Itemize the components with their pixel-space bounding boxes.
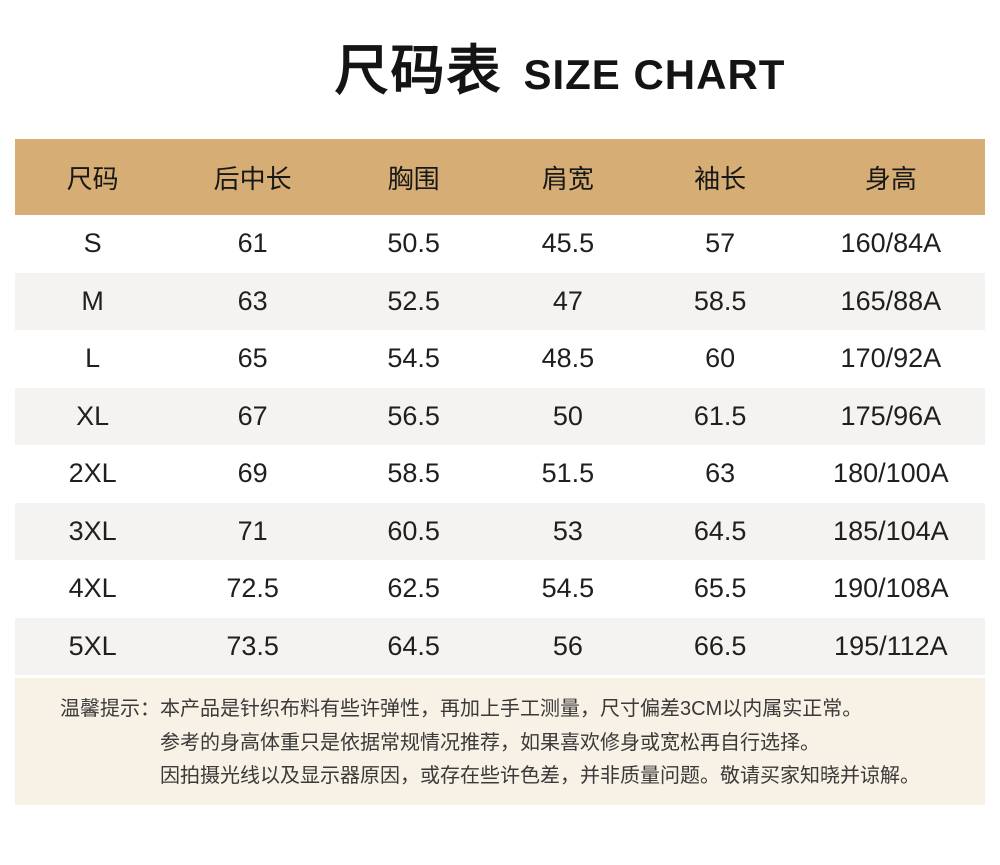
page-title: 尺码表 SIZE CHART [0,0,1000,105]
table-row-3XL: 3XL 71 60.5 53 64.5 185/104A [15,502,985,560]
cell-M-0: M [81,285,104,316]
cell-M-2: 52.5 [387,285,440,316]
cell-L-2: 54.5 [387,343,440,374]
table-row-5XL: 5XL 73.5 64.5 56 66.5 195/112A [15,617,985,675]
cell-XL-3: 50 [552,400,583,431]
cell-XL-2: 56.5 [387,400,440,431]
header-cell-3: 肩宽 [541,163,594,194]
table-header-row: 尺码 后中长 胸围 肩宽 袖长 身高 [15,139,985,215]
header-cell-4: 袖长 [694,163,747,194]
cell-XL-4: 61.5 [693,400,747,431]
note-line-3: 因拍摄光线以及显示器原因，或存在些许色差，并非质量问题。敬请买家知晓并谅解。 [160,765,920,787]
cell-3XL-3: 53 [552,515,583,546]
note-line-2: 参考的身高体重只是依据常规情况推荐，如果喜欢修身或宽松再自行选择。 [160,731,820,754]
cell-XL-0: XL [76,400,110,431]
cell-XL-1: 67 [237,400,268,431]
cell-S-2: 50.5 [387,228,440,259]
cell-4XL-5: 190/108A [833,573,949,604]
cell-M-3: 47 [552,285,583,316]
cell-5XL-1: 73.5 [226,630,279,661]
page-title-english: SIZE CHART [523,51,786,98]
page-title-chinese: 尺码表 [334,41,503,101]
cell-S-3: 45.5 [541,228,595,259]
cell-S-4: 57 [705,228,736,259]
table-row-2XL: 2XL 69 58.5 51.5 63 180/100A [15,445,985,503]
cell-2XL-4: 63 [705,458,736,489]
cell-3XL-2: 60.5 [387,515,440,546]
cell-5XL-0: 5XL [68,630,117,661]
cell-L-0: L [85,343,101,374]
cell-5XL-3: 56 [552,630,583,661]
cell-2XL-5: 180/100A [833,458,949,489]
cell-2XL-2: 58.5 [387,458,440,489]
size-chart-table: 尺码 后中长 胸围 肩宽 袖长 身高 S 61 50.5 45.5 57 160/84A M 63 52.… [15,139,985,675]
cell-2XL-1: 69 [237,458,268,489]
cell-5XL-4: 66.5 [693,630,747,661]
cell-M-5: 165/88A [840,285,942,316]
table-body: S 61 50.5 45.5 57 160/84A M 63 52.5 47 58.5 165/88A… [15,215,985,675]
cell-4XL-1: 72.5 [226,573,279,604]
table-row-S: S 61 50.5 45.5 57 160/84A [15,215,985,273]
cell-2XL-0: 2XL [68,458,117,489]
cell-4XL-3: 54.5 [541,573,595,604]
header-cell-1: 后中长 [213,163,292,194]
cell-4XL-2: 62.5 [387,573,440,604]
notes-label: 温馨提示： [60,698,160,720]
cell-3XL-1: 71 [237,515,268,546]
cell-5XL-5: 195/112A [834,630,948,661]
header-cell-5: 身高 [864,163,917,194]
cell-S-5: 160/84A [840,228,942,259]
cell-L-3: 48.5 [541,343,595,374]
notes-panel: 温馨提示： 本产品是针织布料有些许弹性，再加上手工测量，尺寸偏差3CM以内属实正… [15,678,985,805]
notes-lines: 本产品是针织布料有些许弹性，再加上手工测量，尺寸偏差3CM以内属实正常。 参考的身… [160,693,985,794]
table-row-L: L 65 54.5 48.5 60 170/92A [15,330,985,388]
cell-4XL-4: 65.5 [693,573,747,604]
table-row-4XL: 4XL 72.5 62.5 54.5 65.5 190/108A [15,560,985,618]
cell-M-4: 58.5 [693,285,747,316]
cell-L-5: 170/92A [840,343,942,374]
cell-M-1: 63 [237,285,268,316]
table-row-M: M 63 52.5 47 58.5 165/88A [15,272,985,330]
header-cell-2: 胸围 [387,163,440,194]
cell-S-1: 61 [237,228,268,259]
note-line-1: 本产品是针织布料有些许弹性，再加上手工测量，尺寸偏差3CM以内属实正常。 [160,698,863,720]
cell-2XL-3: 51.5 [541,458,595,489]
table-row-XL: XL 67 56.5 50 61.5 175/96A [15,387,985,445]
header-cell-0: 尺码 [66,163,119,194]
cell-3XL-4: 64.5 [693,515,747,546]
cell-S-0: S [83,228,102,259]
cell-5XL-2: 64.5 [387,630,440,661]
cell-4XL-0: 4XL [68,573,117,604]
cell-L-1: 65 [237,343,268,374]
cell-XL-5: 175/96A [840,400,942,431]
cell-L-4: 60 [705,343,736,374]
cell-3XL-0: 3XL [68,515,117,546]
cell-3XL-5: 185/104A [833,515,949,546]
